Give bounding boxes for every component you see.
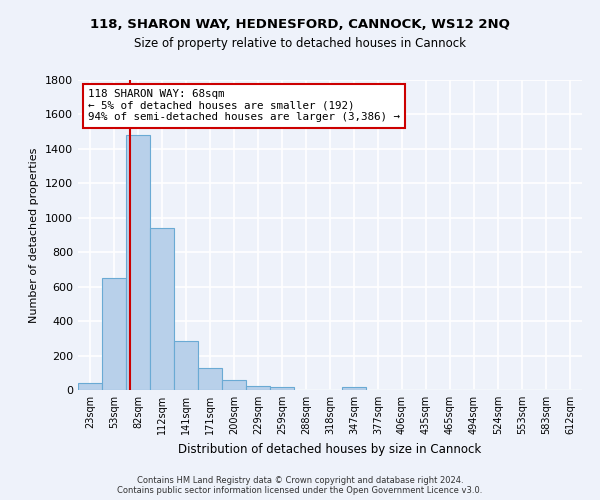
Bar — [126, 135, 150, 390]
Bar — [270, 388, 294, 390]
X-axis label: Distribution of detached houses by size in Cannock: Distribution of detached houses by size … — [178, 442, 482, 456]
Bar — [102, 278, 126, 390]
Bar — [246, 386, 270, 390]
Bar — [198, 368, 222, 390]
Y-axis label: Number of detached properties: Number of detached properties — [29, 148, 40, 322]
Text: Contains HM Land Registry data © Crown copyright and database right 2024.
Contai: Contains HM Land Registry data © Crown c… — [118, 476, 482, 495]
Bar — [78, 383, 102, 390]
Bar — [174, 341, 198, 390]
Text: Size of property relative to detached houses in Cannock: Size of property relative to detached ho… — [134, 38, 466, 51]
Bar — [150, 228, 174, 390]
Text: 118 SHARON WAY: 68sqm
← 5% of detached houses are smaller (192)
94% of semi-deta: 118 SHARON WAY: 68sqm ← 5% of detached h… — [88, 90, 400, 122]
Text: 118, SHARON WAY, HEDNESFORD, CANNOCK, WS12 2NQ: 118, SHARON WAY, HEDNESFORD, CANNOCK, WS… — [90, 18, 510, 30]
Bar — [342, 388, 366, 390]
Bar — [222, 380, 246, 390]
